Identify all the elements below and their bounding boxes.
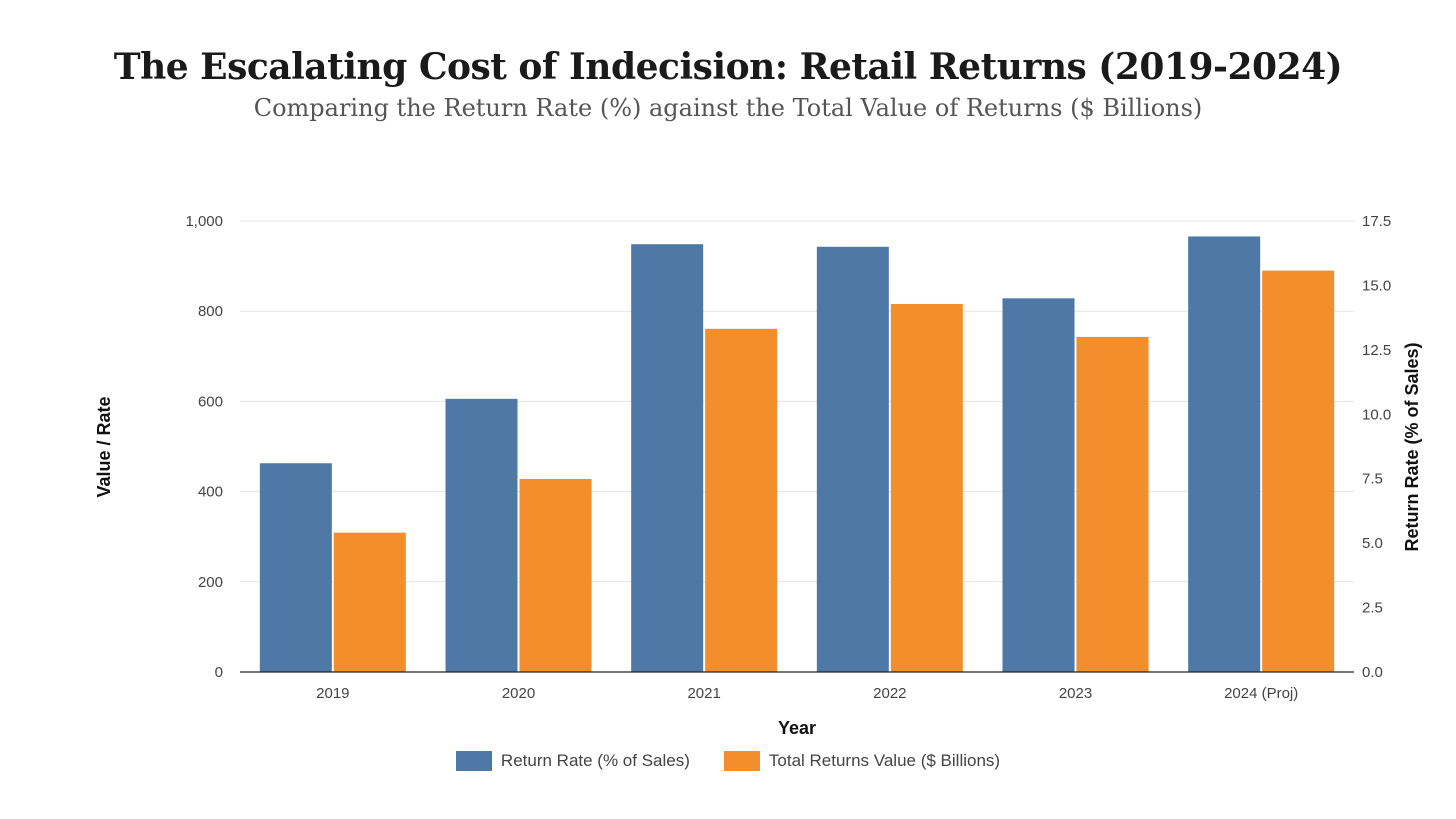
- bar-returns-value[interactable]: [890, 303, 963, 672]
- x-tick-label: 2021: [687, 685, 720, 702]
- bar-returns-value[interactable]: [519, 478, 592, 672]
- left-tick-label: 400: [198, 484, 223, 501]
- x-axis-title: Year: [778, 718, 816, 738]
- left-tick-label: 600: [198, 393, 223, 410]
- chart-title: The Escalating Cost of Indecision: Retai…: [113, 46, 1343, 88]
- right-y-axis-title: Return Rate (% of Sales): [1402, 342, 1422, 551]
- bar-return-rate[interactable]: [631, 244, 704, 673]
- right-tick-label: 5.0: [1362, 535, 1383, 552]
- left-tick-label: 800: [198, 303, 223, 320]
- axes: 0 200 400 600 800 1,000 0.0 2.5 5.0 7.5 10.0 12.5 15…: [185, 213, 1391, 702]
- left-tick-label: 200: [198, 574, 223, 591]
- left-tick-label: 1,000: [185, 213, 223, 230]
- x-tick-label: 2024 (Proj): [1224, 685, 1298, 702]
- bar-return-rate[interactable]: [1188, 236, 1261, 672]
- left-tick-label: 0: [215, 664, 223, 681]
- bar-returns-value[interactable]: [1076, 336, 1149, 672]
- bar-return-rate[interactable]: [1002, 298, 1075, 672]
- right-tick-label: 10.0: [1362, 406, 1391, 423]
- bar-returns-value[interactable]: [333, 532, 406, 672]
- x-tick-label: 2023: [1059, 685, 1092, 702]
- x-tick-label: 2022: [873, 685, 906, 702]
- legend: Return Rate (% of Sales) Total Returns V…: [0, 751, 1456, 771]
- left-y-axis-title: Value / Rate: [94, 396, 114, 497]
- right-tick-label: 15.0: [1362, 277, 1391, 294]
- legend-swatch-return-rate: [455, 751, 492, 771]
- right-tick-label: 7.5: [1362, 471, 1383, 488]
- right-tick-label: 17.5: [1362, 213, 1391, 230]
- bar-return-rate[interactable]: [445, 398, 518, 672]
- bar-return-rate[interactable]: [259, 463, 332, 672]
- gridlines: [240, 220, 1354, 583]
- bar-returns-value[interactable]: [705, 328, 778, 672]
- legend-label-return-rate: Return Rate (% of Sales): [500, 751, 690, 770]
- bars: [259, 236, 1335, 673]
- x-tick-label: 2020: [502, 685, 535, 702]
- right-tick-label: 2.5: [1362, 600, 1383, 617]
- legend-item-return-rate[interactable]: Return Rate (% of Sales): [455, 751, 690, 771]
- legend-swatch-returns-value: [723, 751, 760, 771]
- x-tick-label: 2019: [316, 685, 349, 702]
- legend-label-returns-value: Total Returns Value ($ Billions): [768, 751, 1001, 770]
- chart-subtitle: Comparing the Return Rate (%) against th…: [253, 94, 1203, 122]
- legend-item-returns-value[interactable]: Total Returns Value ($ Billions): [723, 751, 1001, 771]
- right-tick-label: 12.5: [1362, 342, 1391, 359]
- bar-return-rate[interactable]: [816, 246, 889, 672]
- right-tick-label: 0.0: [1362, 664, 1383, 681]
- bar-returns-value[interactable]: [1262, 270, 1335, 672]
